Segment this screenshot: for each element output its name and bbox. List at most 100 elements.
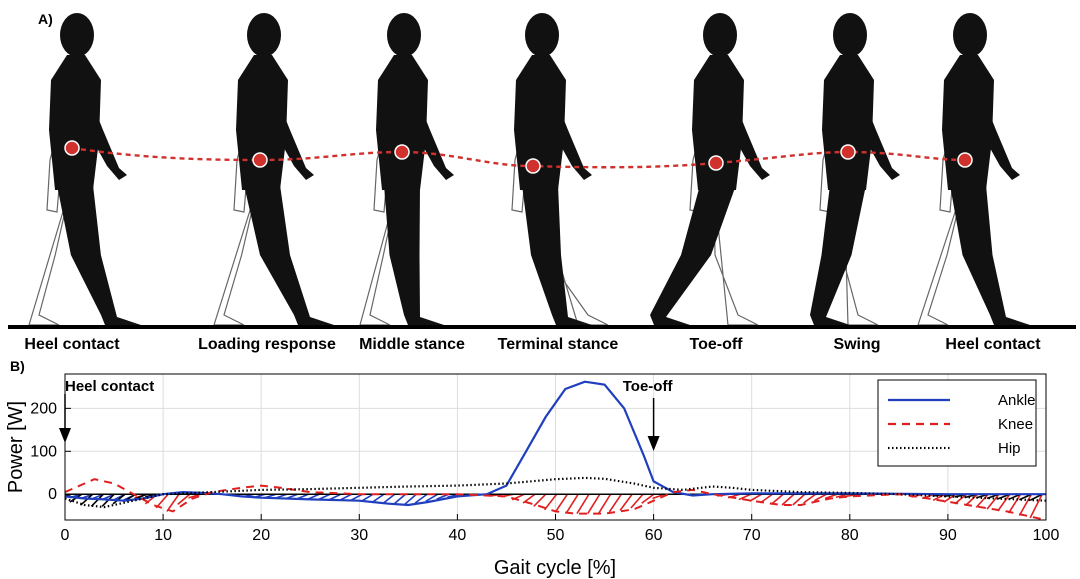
torso	[236, 55, 288, 190]
hatch-stroke-ankle	[393, 493, 407, 506]
phase-label: Middle stance	[359, 336, 465, 353]
torso	[376, 55, 428, 190]
walking-person	[511, 13, 609, 326]
series-lines	[65, 380, 1046, 520]
head	[387, 13, 421, 57]
walking-person	[650, 13, 770, 326]
com-marker	[64, 140, 80, 156]
head	[703, 13, 737, 57]
phase-labels: Heel contact Loading response Middle sta…	[24, 336, 1041, 353]
hatch-stroke-knee	[177, 493, 191, 505]
axis-ticks: 0 10 20 30 40 50 60 70 80 90 100 0 100 200	[30, 400, 1059, 544]
hatch-stroke-hip	[112, 493, 126, 505]
near-arm	[548, 80, 592, 180]
com-marker	[525, 158, 541, 174]
hatch-stroke-knee	[813, 493, 827, 502]
hatch-stroke-knee	[943, 493, 957, 503]
hatch-stroke-knee	[986, 493, 1000, 510]
panel-a-label: A)	[38, 11, 53, 27]
y-axis-title: Power [W]	[5, 401, 27, 493]
hatch-stroke-knee	[792, 493, 806, 506]
walking-person	[213, 13, 334, 326]
far-leg-outline	[28, 184, 72, 326]
walking-person	[359, 13, 454, 326]
hatch-stroke-knee	[641, 493, 655, 504]
com-marker	[708, 155, 724, 171]
com-marker	[252, 152, 268, 168]
torso	[514, 55, 566, 190]
series-line-hip	[65, 476, 1046, 509]
hatch-stroke-knee	[1018, 493, 1033, 516]
hatch-stroke-ankle	[414, 493, 428, 504]
panel-b: B) 0 10 20 30 40 50 60 70 80 90 100 0 100 200 Gait cy…	[5, 358, 1059, 579]
near-leg	[650, 185, 736, 325]
x-tick-label: 20	[252, 527, 270, 544]
legend-label-knee: Knee	[998, 416, 1033, 433]
hatch-stroke-knee	[964, 493, 978, 507]
hatch-stroke-knee	[630, 493, 644, 509]
hatch-stroke-knee	[975, 493, 989, 508]
x-tick-label: 40	[449, 527, 467, 544]
head	[833, 13, 867, 57]
torso	[49, 55, 101, 190]
hatch-stroke-knee	[749, 493, 763, 502]
phase-label: Terminal stance	[498, 336, 619, 353]
walking-person	[28, 13, 141, 326]
far-leg-outline	[213, 184, 259, 326]
walking-person	[810, 13, 900, 326]
phase-label: Swing	[833, 336, 880, 353]
torso	[822, 55, 874, 190]
hatch-stroke-ankle	[403, 493, 417, 506]
x-tick-label: 70	[743, 527, 761, 544]
annotation-heel-contact: Heel contact	[65, 378, 154, 395]
hatch-stroke-knee	[597, 493, 612, 514]
y-tick-label: 200	[30, 400, 57, 417]
hatch-stroke-knee	[166, 493, 180, 512]
hatch-stroke-knee	[997, 493, 1011, 512]
far-leg-outline	[917, 184, 965, 326]
torso	[942, 55, 994, 190]
hatch-stroke-hip	[90, 493, 104, 507]
hatch-stroke-ankle	[425, 493, 439, 502]
x-tick-label: 30	[350, 527, 368, 544]
head	[60, 13, 94, 57]
x-tick-label: 100	[1033, 527, 1060, 544]
phase-label: Heel contact	[24, 336, 120, 353]
annotation-arrowhead	[59, 428, 71, 443]
y-tick-label: 100	[30, 443, 57, 460]
x-tick-label: 50	[547, 527, 565, 544]
hatch-stroke-knee	[587, 493, 601, 514]
panel-b-label: B)	[10, 358, 25, 374]
com-marker	[394, 144, 410, 160]
x-tick-label: 90	[939, 527, 957, 544]
hatch-stroke-knee	[608, 493, 623, 513]
near-arm	[410, 80, 454, 180]
hatch-stroke-knee	[533, 493, 547, 507]
legend-label-ankle: Ankle	[998, 392, 1036, 409]
hatch-stroke-knee	[619, 493, 633, 511]
series-line-knee	[65, 478, 1046, 520]
panel-a: A) Heel contact Loading response Middle …	[8, 11, 1076, 353]
annotation-toe-off: Toe-off	[623, 378, 674, 395]
near-leg	[522, 185, 592, 325]
x-tick-label: 10	[154, 527, 172, 544]
legend: Ankle Knee Hip	[877, 379, 1037, 467]
legend-label-hip: Hip	[998, 440, 1021, 457]
near-leg	[244, 185, 334, 325]
torso	[692, 55, 744, 190]
center-of-mass-markers	[64, 140, 973, 174]
hatch-stroke-knee	[543, 493, 558, 511]
hatch-stroke-knee	[554, 493, 569, 513]
hatch-stroke-knee	[576, 493, 590, 514]
phase-label: Loading response	[198, 336, 336, 353]
y-tick-label: 0	[48, 486, 57, 503]
hatch-stroke-knee	[781, 493, 795, 506]
near-leg	[57, 185, 141, 325]
near-leg	[810, 185, 866, 325]
phase-label: Toe-off	[689, 336, 743, 353]
hatch-stroke-knee	[738, 493, 752, 501]
head	[953, 13, 987, 57]
near-arm	[976, 80, 1020, 180]
com-marker	[840, 144, 856, 160]
